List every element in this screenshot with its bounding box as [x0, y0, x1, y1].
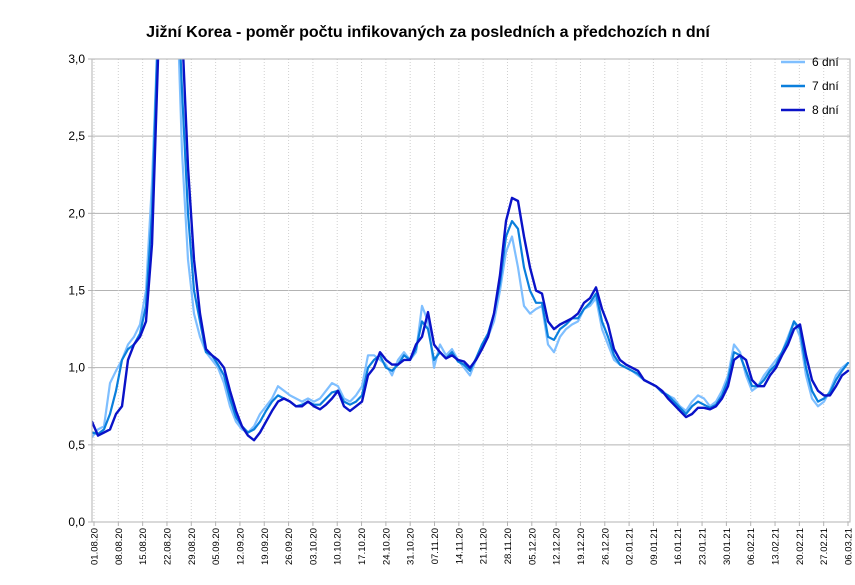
- x-tick-label: 29.08.20: [187, 528, 198, 565]
- x-tick-label: 19.12.20: [576, 528, 587, 565]
- x-tick-label: 06.02.21: [746, 528, 757, 565]
- x-tick-label: 16.01.21: [673, 528, 684, 565]
- x-tick-label: 09.01.21: [649, 528, 660, 565]
- x-tick-label: 31.10.20: [406, 528, 417, 565]
- x-tick-label: 13.02.21: [771, 528, 782, 565]
- legend: 6 dní 7 dní 8 dní: [781, 55, 839, 117]
- x-tick-label: 26.12.20: [600, 528, 611, 565]
- x-tick-label: 23.01.21: [698, 528, 709, 565]
- x-tick-label: 06.03.21: [844, 528, 855, 565]
- x-tick-label: 12.12.20: [552, 528, 563, 565]
- x-tick-label: 20.02.21: [795, 528, 806, 565]
- legend-label-2: 7 dní: [812, 79, 839, 93]
- series-layer: [92, 59, 850, 442]
- x-tick-label: 03.10.20: [308, 528, 319, 565]
- y-tick-label: 0,0: [68, 515, 85, 529]
- x-tick-label: 21.11.20: [479, 528, 490, 564]
- x-tick-label: 27.02.21: [819, 528, 830, 565]
- x-tick-label: 14.11.20: [454, 528, 465, 564]
- x-tick-label: 30.01.21: [722, 528, 733, 565]
- x-tick-label: 01.08.20: [90, 528, 101, 565]
- x-tick-label: 19.09.20: [260, 528, 271, 565]
- x-tick-label: 26.09.20: [284, 528, 295, 565]
- y-tick-label: 0,5: [68, 438, 85, 452]
- series-line-2: [92, 59, 850, 436]
- legend-label-3: 8 dní: [812, 103, 839, 117]
- y-tick-label: 2,5: [68, 129, 85, 143]
- x-tick-label: 17.10.20: [357, 528, 368, 565]
- x-tick-label: 24.10.20: [381, 528, 392, 565]
- legend-label-1: 6 dní: [812, 55, 839, 69]
- series-line-1: [92, 59, 850, 439]
- x-tick-label: 15.08.20: [138, 528, 149, 565]
- x-tick-label: 12.09.20: [235, 528, 246, 565]
- plot-border: [91, 58, 851, 523]
- x-axis: 01.08.20 08.08.20 15.08.20 22.08.20 29.08.20…: [90, 522, 855, 565]
- y-tick-label: 1,0: [68, 361, 85, 375]
- x-tick-label: 08.08.20: [114, 528, 125, 565]
- y-tick-label: 3,0: [68, 52, 85, 66]
- y-tick-label: 1,5: [68, 284, 85, 298]
- series-line-3: [92, 59, 850, 442]
- x-tick-label: 02.01.21: [625, 528, 636, 565]
- x-tick-label: 05.12.20: [527, 528, 538, 565]
- x-tick-label: 05.09.20: [211, 528, 222, 565]
- x-tick-label: 10.10.20: [333, 528, 344, 565]
- x-tick-label: 07.11.20: [430, 528, 441, 564]
- y-tick-label: 2,0: [68, 206, 85, 220]
- y-axis: 0,0 0,5 1,0 1,5 2,0 2,5 3,0: [68, 52, 92, 529]
- chart-title: Jižní Korea - poměr počtu infikovaných z…: [146, 24, 710, 41]
- x-tick-label: 22.08.20: [162, 528, 173, 565]
- x-tick-label: 28.11.20: [503, 528, 514, 564]
